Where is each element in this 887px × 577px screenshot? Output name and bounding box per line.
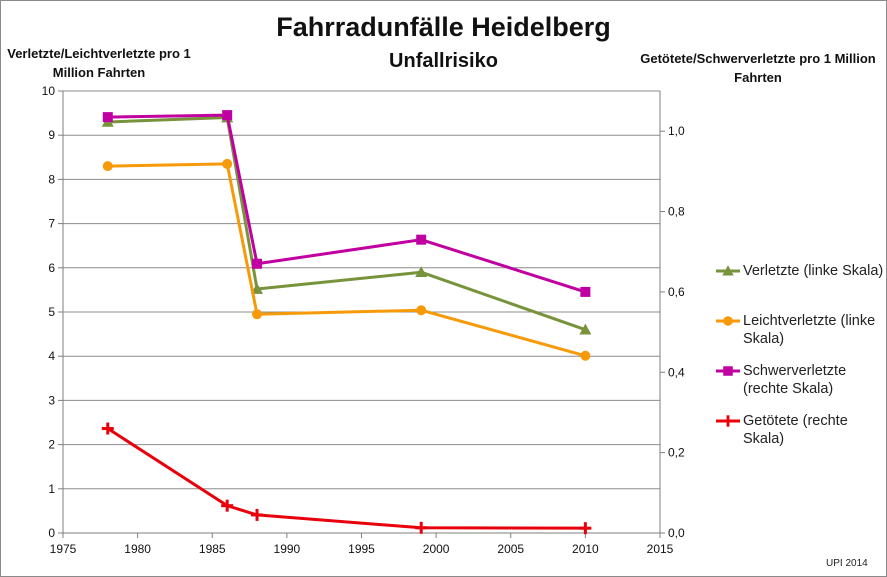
data-point-verletzte-1988 [251, 283, 264, 294]
data-point-verletzte-1999 [415, 266, 428, 278]
tick-label-right-0,2: 0,2 [668, 446, 685, 460]
data-point-getoetete-2010 [579, 522, 592, 535]
tick-label-x-1985: 1985 [199, 542, 226, 556]
legend-swatch-verletzte [716, 265, 740, 276]
tick-label-x-2010: 2010 [572, 542, 599, 556]
data-point-schwerverletzte-2010 [580, 286, 591, 297]
data-point-leichtverletzte-1986 [222, 158, 233, 169]
right-axis-title: Getötete/Schwerverletzte pro 1 Million F… [640, 51, 876, 85]
data-point-getoetete-1988 [251, 508, 264, 521]
tick-label-left-0: 0 [48, 526, 55, 540]
tick-label-x-1975: 1975 [50, 542, 77, 556]
data-point-leichtverletzte-1999 [416, 305, 427, 316]
data-point-leichtverletzte-2010 [580, 350, 591, 361]
legend-marker-verletzte [722, 265, 734, 276]
tick-label-left-4: 4 [48, 349, 55, 363]
tick-label-left-10: 10 [42, 84, 56, 98]
credit-text: UPI 2014 [826, 558, 868, 569]
data-point-getoetete-1999 [415, 521, 428, 534]
chart-title: Fahrradunfälle Heidelberg [276, 12, 611, 42]
legend-label-leichtverletzte: Leichtverletzte (linke Skala) [743, 313, 876, 347]
tick-label-x-1990: 1990 [274, 542, 301, 556]
legend-item-schwerverletzte: Schwerverletzte (rechte Skala) [716, 362, 886, 412]
data-point-schwerverletzte-1988 [252, 258, 263, 269]
legend-label-schwerverletzte: Schwerverletzte (rechte Skala) [743, 363, 847, 397]
tick-label-left-2: 2 [48, 438, 55, 452]
tick-label-x-1995: 1995 [348, 542, 375, 556]
tick-label-x-1980: 1980 [124, 542, 151, 556]
data-point-getoetete-1978 [101, 422, 114, 435]
legend-label-getoetete: Getötete (rechte Skala) [743, 413, 848, 447]
data-point-getoetete-1986 [221, 499, 234, 512]
data-point-verletzte-2010 [579, 323, 592, 335]
tick-label-x-2015: 2015 [647, 542, 674, 556]
legend-marker-getoetete [722, 415, 734, 427]
legend-item-verletzte: Verletzte (linke Skala) [716, 262, 886, 312]
legend-swatch-getoetete [716, 415, 740, 427]
legend-label-verletzte: Verletzte (linke Skala) [743, 263, 884, 279]
series-line-getoetete [106, 427, 586, 530]
tick-label-left-7: 7 [48, 217, 55, 231]
tick-label-x-2005: 2005 [497, 542, 524, 556]
data-point-leichtverletzte-1988 [252, 309, 263, 320]
left-axis-title: Verletzte/Leichtverletzte pro 1 Million … [7, 46, 191, 80]
data-point-schwerverletzte-1986 [222, 110, 233, 121]
legend-item-leichtverletzte: Leichtverletzte (linke Skala) [716, 312, 886, 362]
series-line-leichtverletzte [107, 162, 586, 358]
tick-label-right-0,4: 0,4 [668, 365, 685, 379]
legend-marker-schwerverletzte [723, 366, 733, 376]
legend-swatch-leichtverletzte [716, 316, 740, 326]
legend-marker-leichtverletzte [723, 316, 733, 326]
chart-subtitle: Unfallrisiko [389, 50, 498, 72]
tick-label-left-5: 5 [48, 305, 55, 319]
tick-label-right-1,0: 1,0 [668, 124, 685, 138]
legend-item-getoetete: Getötete (rechte Skala) [716, 412, 886, 462]
tick-label-right-0,0: 0,0 [668, 526, 685, 540]
legend-swatch-schwerverletzte [716, 366, 740, 376]
legend: Verletzte (linke Skala) Leichtverletzte … [716, 262, 886, 462]
tick-label-left-6: 6 [48, 261, 55, 275]
data-point-schwerverletzte-1978 [102, 112, 113, 123]
tick-label-left-8: 8 [48, 172, 55, 186]
data-point-leichtverletzte-1978 [102, 161, 113, 172]
tick-label-x-2000: 2000 [423, 542, 450, 556]
series-line-schwerverletzte [107, 113, 586, 294]
tick-label-left-9: 9 [48, 128, 55, 142]
tick-label-left-1: 1 [48, 482, 55, 496]
data-point-schwerverletzte-1999 [416, 234, 427, 245]
tick-label-right-0,6: 0,6 [668, 285, 685, 299]
tick-label-right-0,8: 0,8 [668, 205, 685, 219]
tick-label-left-3: 3 [48, 393, 55, 407]
